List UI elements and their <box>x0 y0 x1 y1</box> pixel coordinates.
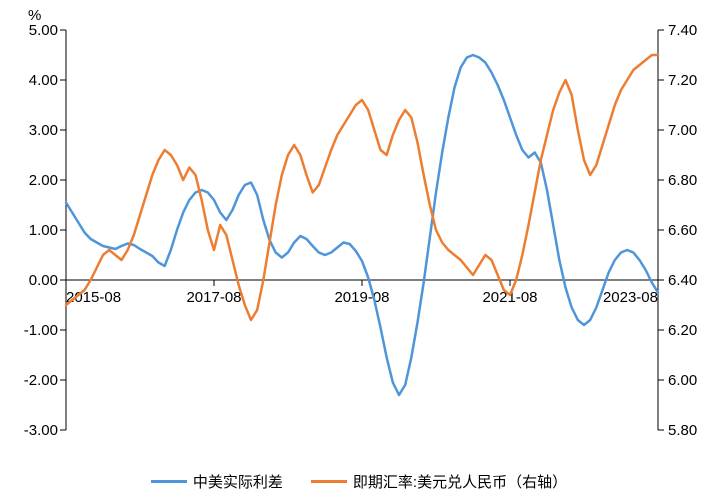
y-right-tick-label: 6.00 <box>668 372 697 389</box>
legend-item-series-2: 即期汇率:美元兑人民币（右轴） <box>311 471 567 492</box>
x-tick-label: 2019-08 <box>334 289 389 306</box>
x-tick-label: 2023-08 <box>603 289 658 306</box>
y-right-tick-label: 5.80 <box>668 422 697 439</box>
y-left-tick-label: 4.00 <box>29 72 58 89</box>
y-left-tick-label: 1.00 <box>29 222 58 239</box>
y-right-tick-label: 6.40 <box>668 272 697 289</box>
legend-item-series-1: 中美实际利差 <box>151 471 283 492</box>
series-line-1 <box>66 55 658 395</box>
y-left-tick-label: 3.00 <box>29 122 58 139</box>
chart-container: %-3.00-2.00-1.000.001.002.003.004.005.00… <box>0 0 718 500</box>
y-left-tick-label: -1.00 <box>24 322 58 339</box>
y-left-tick-label: 0.00 <box>29 272 58 289</box>
line-chart: %-3.00-2.00-1.000.001.002.003.004.005.00… <box>0 0 718 460</box>
legend-label-series-1: 中美实际利差 <box>193 471 283 492</box>
y-right-tick-label: 7.20 <box>668 72 697 89</box>
legend-swatch-series-2 <box>311 480 347 483</box>
legend-label-series-2: 即期汇率:美元兑人民币（右轴） <box>353 471 567 492</box>
legend-swatch-series-1 <box>151 480 187 483</box>
x-tick-label: 2017-08 <box>186 289 241 306</box>
y-right-tick-label: 6.20 <box>668 322 697 339</box>
y-right-tick-label: 6.80 <box>668 172 697 189</box>
y-right-tick-label: 7.00 <box>668 122 697 139</box>
y-left-tick-label: -3.00 <box>24 422 58 439</box>
y-left-tick-label: -2.00 <box>24 372 58 389</box>
x-tick-label: 2021-08 <box>482 289 537 306</box>
legend: 中美实际利差 即期汇率:美元兑人民币（右轴） <box>0 471 718 492</box>
y-right-tick-label: 6.60 <box>668 222 697 239</box>
y-right-tick-label: 7.40 <box>668 22 697 39</box>
y-left-tick-label: 5.00 <box>29 22 58 39</box>
y-left-tick-label: 2.00 <box>29 172 58 189</box>
